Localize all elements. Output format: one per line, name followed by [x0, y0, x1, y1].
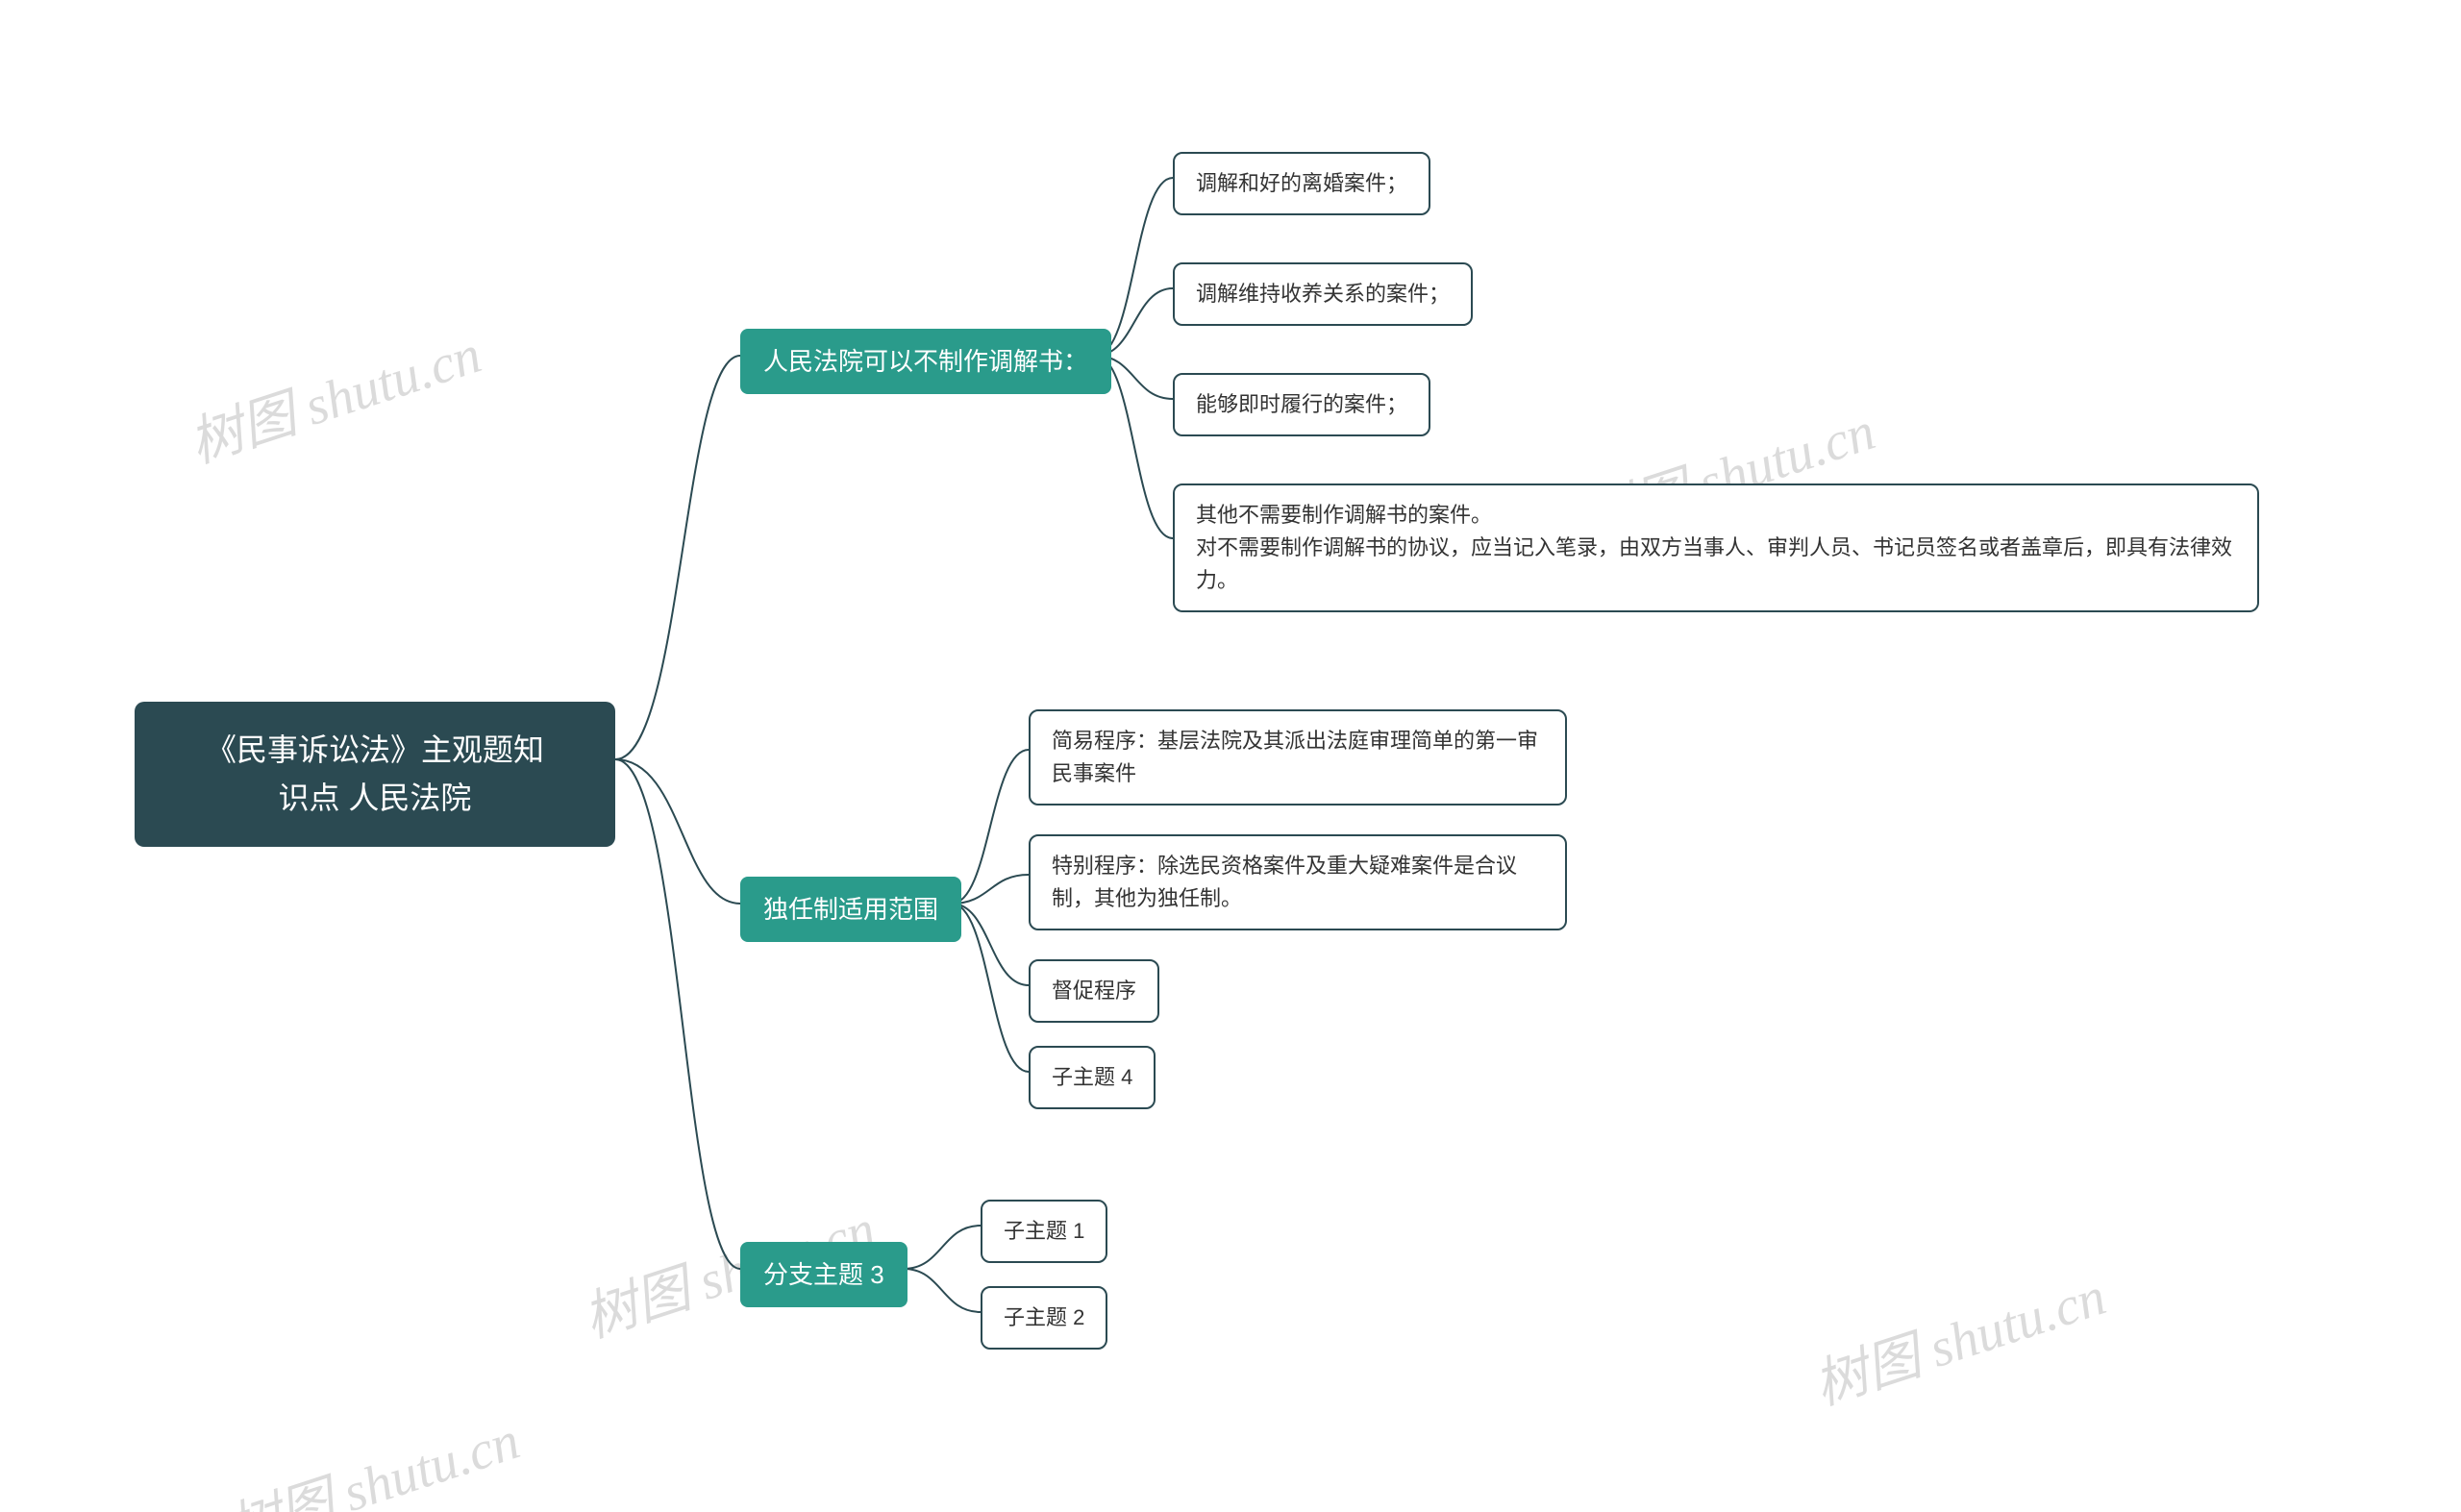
leaf-node[interactable]: 特别程序：除选民资格案件及重大疑难案件是合议制，其他为独任制。: [1029, 834, 1567, 930]
root-node[interactable]: 《民事诉讼法》主观题知 识点 人民法院: [135, 702, 615, 847]
leaf-node[interactable]: 子主题 2: [981, 1286, 1107, 1350]
branch-node-3[interactable]: 分支主题 3: [740, 1242, 907, 1307]
branch-node-2[interactable]: 独任制适用范围: [740, 877, 961, 942]
branch-node-1[interactable]: 人民法院可以不制作调解书：: [740, 329, 1111, 394]
watermark: 树图 shutu.cn: [1802, 1252, 2114, 1420]
leaf-node[interactable]: 子主题 4: [1029, 1046, 1156, 1109]
leaf-node[interactable]: 调解和好的离婚案件；: [1173, 152, 1430, 215]
watermark: 树图 shutu.cn: [216, 1397, 528, 1512]
leaf-node[interactable]: 其他不需要制作调解书的案件。 对不需要制作调解书的协议，应当记入笔录，由双方当事…: [1173, 483, 2259, 612]
watermark: 树图 shutu.cn: [178, 310, 489, 478]
leaf-node[interactable]: 督促程序: [1029, 959, 1159, 1023]
mindmap-canvas: 树图 shutu.cn 树图 shutu.cn 树图 shutu.cn 树图 s…: [0, 0, 2461, 1512]
leaf-node[interactable]: 能够即时履行的案件；: [1173, 373, 1430, 436]
leaf-node[interactable]: 简易程序：基层法院及其派出法庭审理简单的第一审民事案件: [1029, 709, 1567, 806]
leaf-node[interactable]: 子主题 1: [981, 1200, 1107, 1263]
leaf-node[interactable]: 调解维持收养关系的案件；: [1173, 262, 1473, 326]
